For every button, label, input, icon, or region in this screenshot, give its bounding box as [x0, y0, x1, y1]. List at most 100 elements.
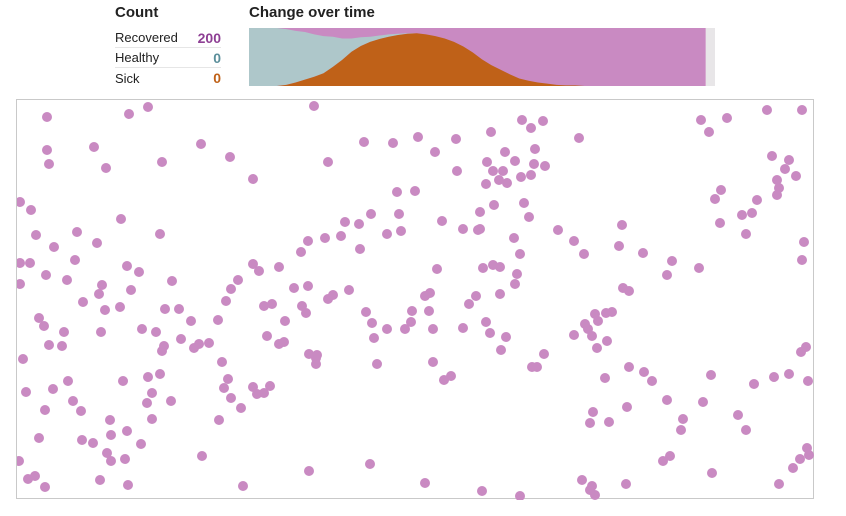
person-dot [323, 157, 333, 167]
person-dot [638, 248, 648, 258]
person-dot [280, 316, 290, 326]
person-dot [704, 127, 714, 137]
person-dot [510, 279, 520, 289]
person-dot [590, 490, 600, 500]
person-dot [176, 334, 186, 344]
person-dot [34, 433, 44, 443]
person-dot [40, 405, 50, 415]
person-dot [354, 219, 364, 229]
person-dot [151, 327, 161, 337]
person-dot [481, 179, 491, 189]
person-dot [49, 242, 59, 252]
person-dot [428, 324, 438, 334]
person-dot [624, 362, 634, 372]
change-over-time-chart [249, 28, 715, 86]
person-dot [17, 258, 25, 268]
person-dot [588, 407, 598, 417]
person-dot [722, 113, 732, 123]
person-dot [662, 395, 672, 405]
person-dot [452, 166, 462, 176]
person-dot [482, 157, 492, 167]
person-dot [647, 376, 657, 386]
count-legend: Recovered 200 Healthy 0 Sick 0 [115, 28, 221, 88]
person-dot [366, 209, 376, 219]
person-dot [624, 286, 634, 296]
person-dot [791, 171, 801, 181]
person-dot [784, 369, 794, 379]
person-dot [311, 359, 321, 369]
person-dot [26, 205, 36, 215]
person-dot [439, 375, 449, 385]
legend-label-healthy: Healthy [115, 50, 160, 65]
person-dot [167, 276, 177, 286]
person-dot [485, 328, 495, 338]
person-dot [516, 172, 526, 182]
person-dot [394, 209, 404, 219]
person-dot [774, 479, 784, 489]
person-dot [530, 144, 540, 154]
person-dot [569, 236, 579, 246]
person-dot [17, 279, 25, 289]
person-dot [323, 294, 333, 304]
person-dot [289, 283, 299, 293]
person-dot [662, 270, 672, 280]
person-dot [500, 147, 510, 157]
person-dot [77, 435, 87, 445]
person-dot [406, 317, 416, 327]
person-dot [166, 396, 176, 406]
legend-row-healthy: Healthy 0 [115, 48, 221, 68]
person-dot [590, 309, 600, 319]
person-dot [106, 456, 116, 466]
person-dot [116, 214, 126, 224]
person-dot [219, 383, 229, 393]
person-dot [367, 318, 377, 328]
person-dot [223, 374, 233, 384]
person-dot [320, 233, 330, 243]
person-dot [488, 260, 498, 270]
person-dot [159, 341, 169, 351]
person-dot [304, 466, 314, 476]
person-dot [274, 262, 284, 272]
person-dot [174, 304, 184, 314]
person-dot [617, 220, 627, 230]
person-dot [34, 313, 44, 323]
person-dot [31, 230, 41, 240]
person-dot [95, 475, 105, 485]
person-dot [142, 398, 152, 408]
person-dot [120, 454, 130, 464]
person-dot [297, 301, 307, 311]
legend-row-recovered: Recovered 200 [115, 28, 221, 48]
person-dot [143, 372, 153, 382]
person-dot [25, 258, 35, 268]
person-dot [622, 402, 632, 412]
person-dot [458, 224, 468, 234]
change-over-time-title: Change over time [249, 4, 375, 21]
person-dot [147, 388, 157, 398]
person-dot [94, 289, 104, 299]
person-dot [122, 261, 132, 271]
person-dot [498, 166, 508, 176]
person-dot [274, 339, 284, 349]
person-dot [795, 454, 805, 464]
person-dot [477, 486, 487, 496]
person-dot [89, 142, 99, 152]
person-dot [254, 266, 264, 276]
person-dot [400, 324, 410, 334]
person-dot [262, 331, 272, 341]
simulation-dots [17, 101, 814, 500]
person-dot [665, 451, 675, 461]
person-dot [517, 115, 527, 125]
person-dot [126, 285, 136, 295]
person-dot [217, 357, 227, 367]
person-dot [155, 369, 165, 379]
person-dot [604, 417, 614, 427]
person-dot [574, 133, 584, 143]
person-dot [767, 151, 777, 161]
legend-label-recovered: Recovered [115, 30, 178, 45]
person-dot [42, 112, 52, 122]
person-dot [122, 426, 132, 436]
person-dot [529, 159, 539, 169]
person-dot [100, 305, 110, 315]
person-dot [489, 200, 499, 210]
person-dot [538, 116, 548, 126]
